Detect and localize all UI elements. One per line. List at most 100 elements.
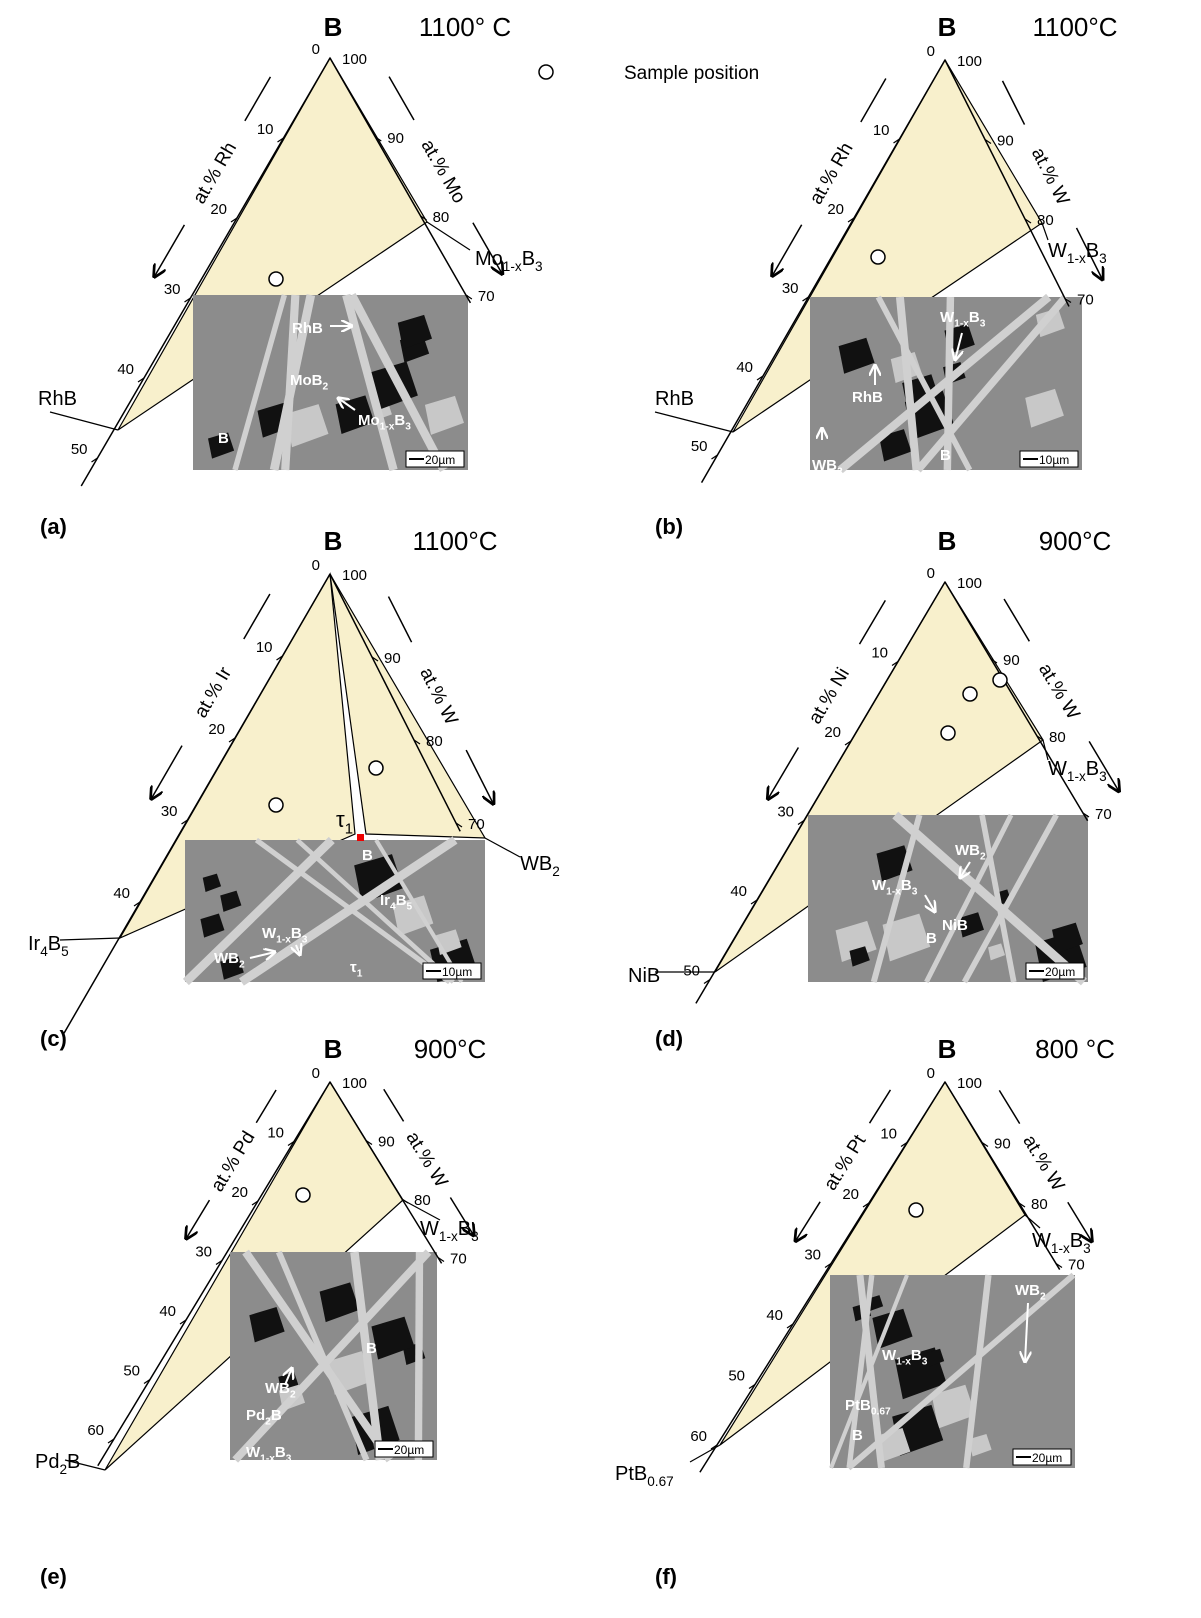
phase-leader: [60, 938, 120, 940]
text-segment: 1-x: [954, 319, 969, 330]
text-segment: W: [246, 1444, 261, 1461]
micrograph-label: B: [362, 847, 373, 864]
phase-leader: [485, 838, 520, 857]
text-segment: 1-x: [1051, 1241, 1070, 1256]
text-segment: B: [522, 248, 535, 270]
text-segment: 1: [345, 821, 353, 838]
vertex-label: B: [938, 12, 957, 42]
tick-label: 20: [208, 721, 225, 738]
tick-label: 50: [683, 963, 700, 980]
axis-arrow: [870, 1090, 891, 1123]
tick-label: 100: [957, 575, 982, 592]
axis-arrow: [154, 225, 184, 277]
text-segment: 5: [407, 902, 413, 913]
text-segment: 1-x: [260, 1454, 275, 1465]
tick-label: 40: [736, 359, 753, 376]
text-segment: 3: [302, 935, 308, 946]
tick-label: 70: [468, 816, 485, 833]
text-segment: 5: [61, 944, 69, 959]
vertex-label: B: [324, 526, 343, 556]
tick-label: 100: [342, 51, 367, 68]
axis-title: at.% Pt: [820, 1131, 871, 1195]
tick-label: 20: [842, 1186, 859, 1203]
text-segment: W: [940, 309, 955, 326]
axis-title: at.% Ni: [805, 664, 854, 727]
axis-arrow: [466, 750, 493, 804]
phase-leader: [690, 1445, 720, 1462]
tick-label: 40: [159, 1303, 176, 1320]
phase-label: NiB: [628, 965, 660, 987]
phase-label: Mo1-xB3: [475, 248, 543, 274]
tick-label: 20: [827, 201, 844, 218]
tick-label: 80: [426, 733, 443, 750]
text-segment: B: [458, 1218, 471, 1240]
text-segment: τ: [336, 807, 345, 832]
axis-arrow: [859, 600, 885, 644]
text-segment: 1-x: [1067, 251, 1086, 266]
tick-label: 40: [730, 883, 747, 900]
axis-arrow: [861, 79, 886, 122]
tick-label: 0: [312, 1065, 320, 1082]
phase-label: Pd2B: [35, 1451, 80, 1477]
tick-label: 10: [871, 645, 888, 662]
text-segment: WB: [1015, 1282, 1040, 1299]
phase-label: WB2: [520, 853, 560, 879]
micrograph-label: RhB: [852, 389, 883, 406]
panel-label: (c): [40, 1026, 67, 1051]
axis-arrow: [1003, 81, 1025, 125]
temperature: 1100°C: [1032, 12, 1117, 42]
axis-title: at.% Rh: [189, 139, 241, 208]
text-segment: RhB: [655, 388, 694, 410]
text-segment: PtB: [845, 1397, 871, 1414]
phase-label: W1-xB3: [1032, 1230, 1091, 1256]
text-segment: 1-x: [380, 422, 395, 433]
text-segment: Ir: [28, 933, 41, 955]
tick-label: 0: [312, 557, 320, 574]
scale-bar-label: 20µm: [1032, 1451, 1062, 1465]
axis-title: at.% Ir: [190, 663, 236, 722]
text-segment: RhB: [38, 388, 77, 410]
tick-label: 50: [691, 438, 708, 455]
tick-label: 40: [766, 1307, 783, 1324]
text-segment: 1-x: [896, 1357, 911, 1368]
text-segment: 2: [837, 467, 843, 478]
text-segment: NiB: [942, 917, 968, 934]
panel-label: (e): [40, 1564, 67, 1589]
text-segment: 1-x: [503, 259, 522, 274]
tick-label: 30: [164, 281, 181, 298]
sample-position: [269, 798, 283, 812]
text-segment: 3: [471, 1229, 479, 1244]
text-segment: 3: [912, 887, 918, 898]
axis-title: at.% Mo: [417, 136, 470, 207]
text-segment: 2: [552, 864, 560, 879]
text-segment: B: [362, 847, 373, 864]
temperature: 1100° C: [419, 12, 511, 42]
axis-arrow: [244, 594, 270, 639]
axis-arrow: [389, 77, 414, 120]
text-segment: B: [291, 925, 302, 942]
vertex-label: B: [938, 1034, 957, 1064]
text-segment: 3: [535, 259, 543, 274]
text-segment: 0.67: [871, 1407, 891, 1418]
text-segment: W: [872, 877, 887, 894]
text-segment: Mo: [358, 412, 380, 429]
tick-label: 60: [87, 1422, 104, 1439]
tick-label: 10: [257, 121, 274, 138]
temperature: 900°C: [1039, 526, 1112, 556]
axis-title: at.% W: [402, 1128, 452, 1191]
text-segment: B: [969, 309, 980, 326]
sample-position: [871, 250, 885, 264]
text-segment: B: [901, 877, 912, 894]
text-segment: B: [396, 892, 407, 909]
tick-label: 0: [312, 41, 320, 58]
tick-label: 100: [342, 1075, 367, 1092]
phase-label: PtB0.67: [615, 1463, 674, 1489]
scale-bar-label: 20µm: [425, 453, 455, 467]
tick-label: 40: [113, 885, 130, 902]
tick-label: 20: [231, 1184, 248, 1201]
text-segment: WB: [520, 853, 552, 875]
text-segment: Ir: [380, 892, 390, 909]
axis-title: at.% W: [1034, 660, 1083, 723]
axis-arrow: [795, 1202, 820, 1241]
axis-arrow: [768, 747, 799, 799]
